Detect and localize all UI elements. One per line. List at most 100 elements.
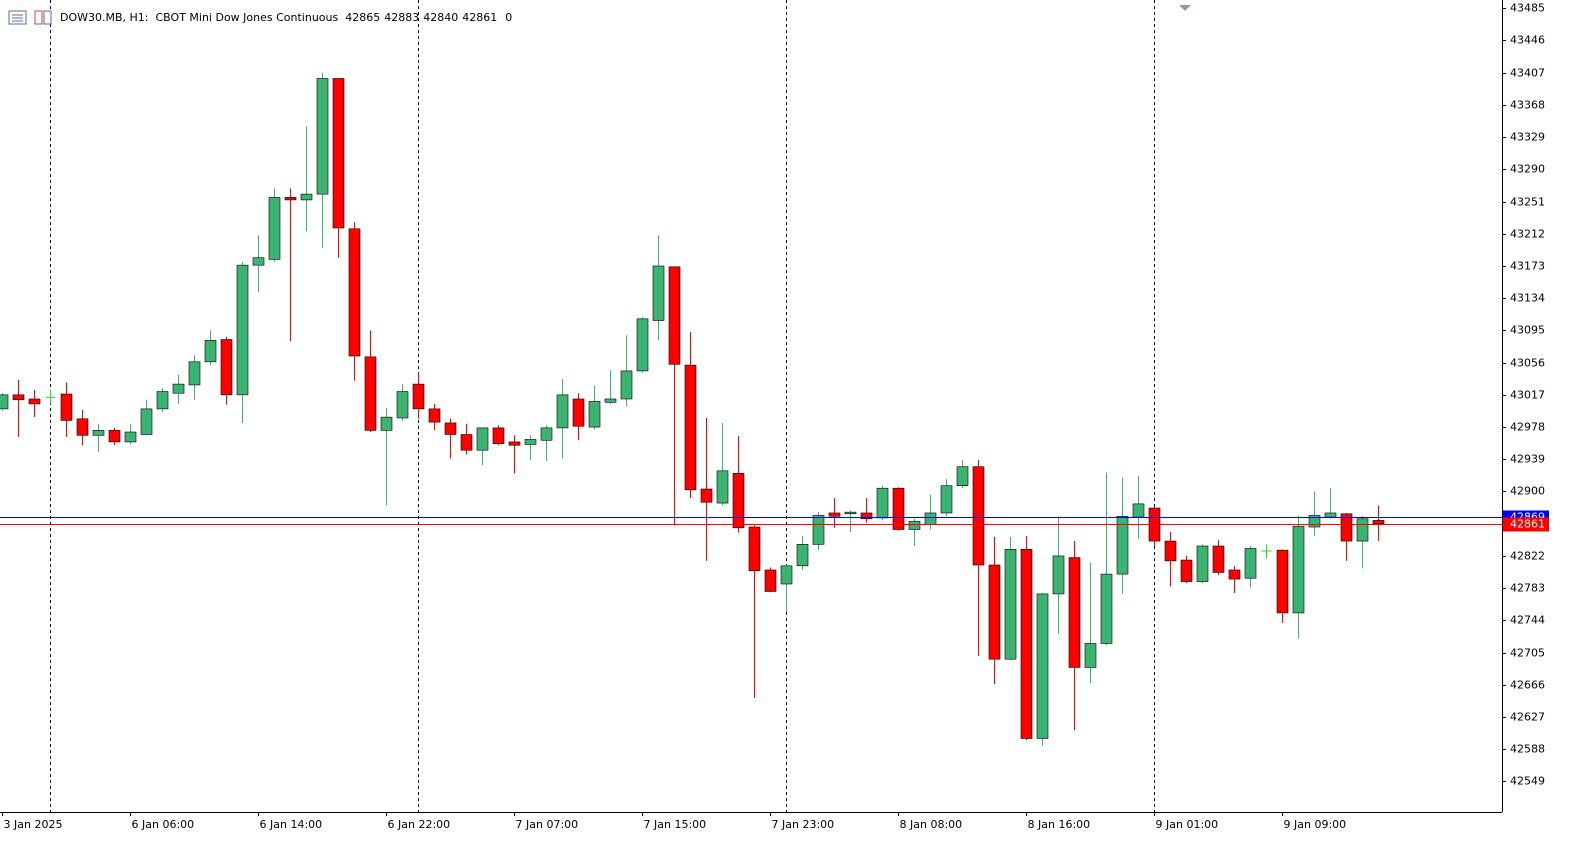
candle-body: [908, 520, 921, 530]
y-tick-label: 43329: [1510, 131, 1545, 144]
y-tick-label: 43134: [1510, 292, 1545, 305]
y-tick-label: 43446: [1510, 34, 1545, 47]
x-tick-label: 7 Jan 07:00: [516, 818, 579, 831]
candle-body: [1196, 545, 1209, 582]
candle-body: [700, 488, 713, 503]
candle-body: [1132, 503, 1145, 518]
candle-body: [1164, 540, 1177, 562]
candle-body: [1180, 559, 1193, 582]
candle-body: [1356, 518, 1369, 542]
candle-body: [1308, 515, 1321, 528]
candle-body: [924, 512, 937, 525]
y-tick-label: 43017: [1510, 389, 1545, 402]
candle-body: [828, 512, 841, 517]
x-tick-label: 8 Jan 16:00: [1028, 818, 1091, 831]
candle-body: [572, 398, 585, 427]
candle-body: [380, 416, 393, 431]
y-tick-label: 43212: [1510, 228, 1545, 241]
y-tick-label: 43290: [1510, 163, 1545, 176]
candle-body: [876, 487, 889, 519]
candle-body: [412, 383, 425, 410]
x-tick-label: 9 Jan 09:00: [1284, 818, 1347, 831]
candle-body: [1372, 520, 1385, 525]
candle-body: [316, 78, 329, 195]
candle-body: [108, 430, 121, 443]
candle-body: [252, 257, 265, 266]
candle-body: [988, 564, 1001, 660]
candle-body: [892, 487, 905, 530]
candle-body: [284, 197, 297, 201]
candle-body: [972, 466, 985, 566]
y-tick-label: 42783: [1510, 582, 1545, 595]
y-tick-label: 43056: [1510, 357, 1545, 370]
candle-body: [636, 318, 649, 372]
y-tick-label: 42627: [1510, 711, 1545, 724]
y-tick-label: 42978: [1510, 421, 1545, 434]
candle-body: [508, 441, 521, 446]
candle-body: [124, 431, 137, 443]
candle-body: [620, 370, 633, 400]
candle-body: [268, 197, 281, 260]
candle-body: [668, 266, 681, 365]
candle-body: [300, 193, 313, 201]
candle-body: [764, 569, 777, 592]
candle-body: [1020, 549, 1033, 739]
last-label-box: [1503, 517, 1549, 532]
candle-body: [1212, 545, 1225, 573]
y-tick-label: 42939: [1510, 453, 1545, 466]
y-tick-label: 42822: [1510, 550, 1545, 563]
candle-body: [1068, 557, 1081, 668]
candle-body: [492, 427, 505, 444]
candle-body: [156, 391, 169, 410]
icon-chart[interactable]: [34, 10, 43, 25]
x-tick-label: 8 Jan 08:00: [900, 818, 963, 831]
candle-body: [236, 264, 249, 396]
shift-marker[interactable]: [1179, 5, 1191, 11]
header-volume: 0: [505, 11, 512, 24]
candle-body: [460, 434, 473, 451]
candle-body: [796, 544, 809, 567]
x-tick-label: 7 Jan 23:00: [772, 818, 835, 831]
header-close: 42861: [462, 11, 497, 24]
candle-body: [1004, 549, 1017, 660]
candle-body: [860, 512, 873, 520]
candle-body: [1340, 513, 1353, 542]
candle-body: [1116, 515, 1129, 575]
candles: [0, 72, 1385, 746]
header-low: 42840: [423, 11, 458, 24]
y-tick-label: 43173: [1510, 260, 1545, 273]
y-tick-label: 42549: [1510, 775, 1545, 788]
header-open: 42865: [345, 11, 380, 24]
candle-body: [476, 427, 489, 451]
candle-body: [428, 408, 441, 423]
candle-body: [844, 511, 857, 515]
candle-body: [1292, 525, 1305, 614]
candle-body: [28, 398, 41, 405]
y-tick-label: 43368: [1510, 99, 1545, 112]
y-tick-label: 42588: [1510, 743, 1545, 756]
candle-body: [92, 430, 105, 436]
candle-body: [188, 361, 201, 386]
icon-chart[interactable]: [43, 10, 52, 25]
candle-body: [1276, 549, 1289, 614]
chart-title: DOW30.MB, H1: CBOT Mini Dow Jones Contin…: [60, 11, 339, 24]
candle-body: [556, 394, 569, 429]
y-tick-label: 43485: [1510, 2, 1545, 15]
candle-body: [684, 364, 697, 491]
candle-body: [444, 422, 457, 435]
candle-body: [1228, 569, 1241, 580]
x-tick-label: 6 Jan 22:00: [388, 818, 451, 831]
candle-body: [12, 394, 25, 401]
candle-body: [140, 408, 153, 435]
x-tick-label: 9 Jan 01:00: [1156, 818, 1219, 831]
candle-body: [0, 394, 9, 410]
candle-body: [748, 526, 761, 572]
y-tick-label: 42666: [1510, 679, 1545, 692]
candle-body: [332, 78, 345, 229]
y-tick-label: 43251: [1510, 196, 1545, 209]
candle-body: [604, 398, 617, 403]
y-tick-label: 43407: [1510, 67, 1545, 80]
x-tick-label: 6 Jan 14:00: [260, 818, 323, 831]
candle-body: [348, 228, 361, 357]
price-levels: [0, 517, 1502, 525]
